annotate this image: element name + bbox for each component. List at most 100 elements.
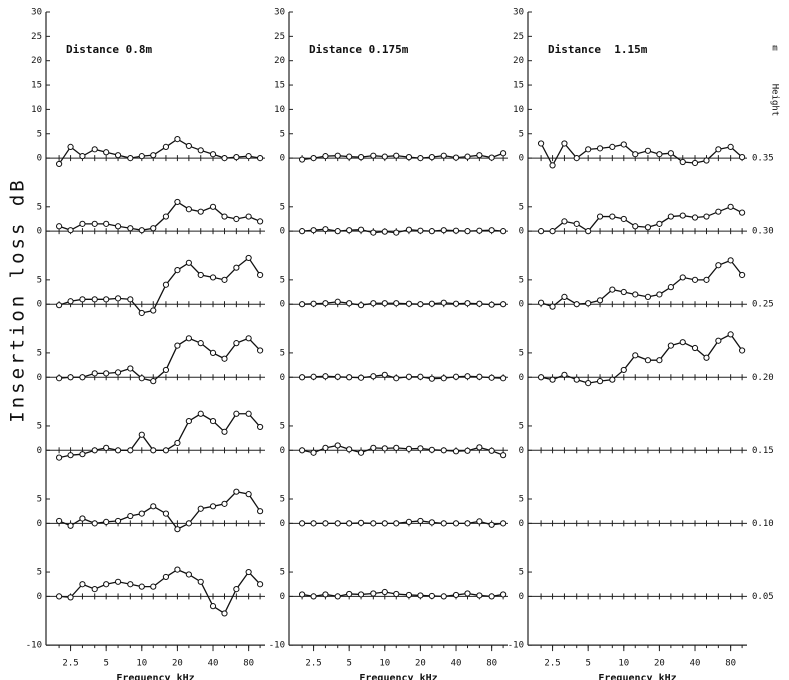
data-point [644, 357, 652, 364]
data-point [245, 568, 252, 576]
data-point [727, 257, 734, 264]
data-point [55, 517, 63, 525]
data-point [370, 300, 377, 307]
data-point [573, 301, 580, 308]
data-point [221, 428, 228, 435]
data-point [91, 520, 98, 527]
series-line [540, 142, 743, 167]
data-point [609, 376, 616, 383]
data-point [127, 447, 134, 454]
data-point [727, 143, 734, 150]
data-point [79, 153, 86, 160]
y-tick-label: 5 [519, 568, 524, 578]
data-point [67, 452, 74, 459]
data-point [452, 373, 460, 380]
data-point [440, 593, 447, 600]
data-point [138, 309, 145, 317]
y-tick-label: 5 [37, 348, 42, 358]
x-axis-label: Frequency kHz [116, 673, 194, 680]
series-line [58, 256, 261, 314]
data-point [417, 445, 424, 452]
y-tick-label: 5 [280, 348, 285, 358]
data-point [428, 375, 435, 382]
y-tick-label: 30 [31, 8, 42, 18]
data-point [620, 215, 627, 223]
data-point [417, 592, 424, 599]
data-point [585, 379, 592, 387]
data-point [585, 228, 592, 235]
data-point [334, 593, 341, 600]
y-tick-label: 25 [513, 32, 524, 42]
height-unit: m [772, 44, 777, 54]
data-point [596, 378, 604, 385]
data-point [346, 300, 353, 307]
y-tick-label: 25 [274, 32, 285, 42]
data-point [609, 143, 616, 150]
x-tick-label: 5 [103, 659, 108, 669]
data-point [703, 354, 710, 361]
data-point [298, 520, 306, 527]
data-point [370, 152, 377, 159]
y-tick-label: 25 [31, 32, 42, 42]
data-point [185, 520, 192, 527]
data-point [162, 143, 170, 150]
x-tick-label: 5 [585, 659, 590, 669]
data-point [185, 142, 192, 150]
data-point [620, 366, 627, 374]
y-tick-label: 0 [37, 373, 42, 383]
data-point [632, 291, 639, 298]
data-point [209, 349, 217, 356]
data-point [428, 592, 435, 600]
data-point [393, 152, 400, 159]
data-point [405, 445, 413, 452]
series-line [540, 333, 743, 384]
data-point [245, 213, 252, 220]
y-tick-label: 15 [513, 81, 524, 91]
data-point [393, 520, 400, 527]
data-point [322, 153, 329, 160]
x-tick-label: 20 [415, 659, 426, 669]
data-point [488, 521, 495, 528]
data-point [197, 410, 204, 417]
y-tick-label: -10 [269, 641, 285, 651]
data-point [703, 213, 710, 220]
data-point [739, 347, 746, 354]
x-tick-label: 2.5 [305, 659, 321, 669]
data-point [537, 299, 545, 306]
data-point [667, 213, 674, 220]
data-point [500, 301, 507, 308]
data-point [103, 581, 110, 588]
data-point [150, 225, 157, 232]
data-point [393, 375, 400, 382]
y-tick-label: 5 [519, 421, 524, 431]
data-point [417, 227, 424, 234]
data-point [370, 520, 377, 527]
data-point [452, 520, 460, 527]
data-point [233, 264, 240, 271]
data-point [298, 301, 306, 308]
series-line [541, 206, 743, 233]
data-point [103, 370, 110, 377]
y-tick-label: 30 [513, 8, 524, 18]
x-tick-label: 2.5 [544, 659, 560, 669]
data-point [298, 591, 306, 598]
series-line [302, 520, 504, 526]
data-point [381, 588, 388, 596]
data-point [370, 229, 377, 236]
y-tick-label: 0 [519, 446, 524, 456]
data-point [209, 417, 217, 425]
data-point [322, 226, 329, 233]
data-point [573, 155, 580, 162]
data-point [127, 155, 134, 162]
data-point [162, 281, 170, 288]
data-point [79, 296, 86, 303]
x-tick-label: 5 [346, 659, 351, 669]
data-point [667, 342, 674, 349]
data-point [476, 444, 483, 451]
data-point [500, 375, 507, 382]
data-point [644, 293, 652, 300]
y-tick-label: 0 [37, 592, 42, 602]
data-point [67, 594, 74, 601]
data-point [233, 340, 240, 347]
